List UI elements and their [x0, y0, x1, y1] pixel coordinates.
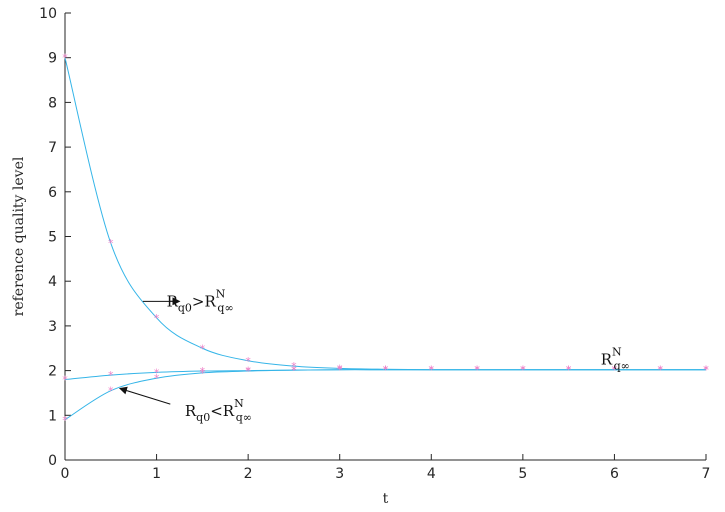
y-tick-label: 5	[48, 230, 57, 246]
data-point-marker: *	[200, 365, 206, 378]
x-tick-label: 4	[427, 466, 436, 482]
annotation-symbol: R	[167, 292, 179, 310]
data-point-marker: *	[200, 367, 206, 380]
y-axis-label: reference quality level	[11, 156, 27, 316]
annotation-subscript: q∞	[614, 359, 630, 372]
data-point-marker: *	[291, 364, 297, 377]
data-point-marker: *	[108, 369, 114, 382]
x-tick-label: 6	[610, 466, 619, 482]
y-tick-label: 3	[48, 319, 57, 335]
annotation-symbol: R	[204, 292, 216, 310]
annotation-3: RN q∞	[601, 345, 630, 372]
data-point-marker: *	[520, 364, 526, 377]
series-line	[64, 57, 706, 371]
y-tick-label: 8	[48, 95, 57, 111]
x-tick-label: 1	[152, 466, 161, 482]
data-point-marker: *	[245, 355, 251, 368]
series-layer: ***** * * * * * * * * * ** * * * * * * * * * * * * * **** * * * * * * *…	[62, 52, 709, 427]
data-point-marker: *	[62, 374, 68, 387]
annotation-symbol: R	[185, 402, 197, 420]
annotation-text: RN q∞	[601, 345, 630, 372]
series-line	[64, 369, 706, 421]
y-tick-label: 10	[39, 6, 57, 22]
y-tick-label: 2	[48, 364, 57, 380]
data-point-marker: *	[291, 360, 297, 373]
data-point-marker: *	[108, 237, 114, 250]
data-point-marker: *	[703, 364, 709, 377]
annotation-2: Rq0<RN q∞	[118, 386, 252, 424]
annotation-1: Rq0>RN q∞	[142, 287, 234, 314]
series-1: ***** * * * * * * * * * *	[62, 52, 709, 377]
data-point-marker: *	[429, 364, 435, 377]
y-tick-label: 7	[48, 140, 57, 156]
annotation-symbol: R	[223, 402, 235, 420]
annotation-relation: >	[192, 292, 205, 310]
y-tick-label: 1	[48, 408, 57, 424]
x-axis-label: t	[383, 491, 389, 507]
data-point-marker: *	[62, 414, 68, 427]
annotation-subscript: q∞	[236, 411, 252, 424]
annotation-arrow	[118, 386, 171, 405]
data-point-marker: *	[291, 364, 297, 377]
annotation-subscript: q0	[196, 411, 210, 424]
annotation-relation: <	[210, 402, 223, 420]
annotation-text: Rq0<RN q∞	[185, 397, 252, 424]
data-point-marker: *	[566, 364, 572, 377]
annotation-text: Rq0>RN q∞	[167, 287, 234, 314]
annotation-superscript: N	[216, 287, 226, 300]
annotations: Rq0>RN q∞Rq0<RN q∞RN q∞	[118, 287, 630, 424]
series-3: *** * * * * * * * * * * * *	[62, 364, 709, 427]
data-point-marker: *	[245, 365, 251, 378]
data-point-marker: *	[612, 364, 618, 377]
data-point-marker: *	[200, 342, 206, 355]
data-point-marker: *	[337, 364, 343, 377]
data-point-marker: *	[337, 364, 343, 377]
data-point-marker: *	[474, 364, 480, 377]
data-point-marker: *	[657, 364, 663, 377]
data-point-marker: *	[154, 366, 160, 379]
x-tick-label: 3	[335, 466, 344, 482]
data-point-marker: *	[383, 364, 389, 377]
y-tick-label: 0	[48, 453, 57, 469]
x-tick-label: 2	[244, 466, 253, 482]
annotation-superscript: N	[612, 345, 622, 358]
annotation-subscript: q0	[178, 301, 192, 314]
data-point-marker: *	[337, 362, 343, 375]
annotation-symbol: R	[601, 350, 613, 368]
y-tick-label: 9	[48, 51, 57, 67]
x-tick-label: 0	[61, 466, 70, 482]
data-point-marker: *	[62, 52, 68, 65]
data-point-marker: *	[154, 312, 160, 325]
data-point-marker: *	[108, 385, 114, 398]
data-point-marker: *	[703, 364, 709, 377]
x-tick-label: 5	[518, 466, 527, 482]
annotation-subscript: q∞	[217, 301, 233, 314]
data-point-marker: *	[154, 372, 160, 385]
data-point-marker: *	[703, 364, 709, 377]
x-tick-label: 7	[702, 466, 711, 482]
y-tick-label: 6	[48, 185, 57, 201]
axes: 0 1 2 3 4 5 6 7 0 1 2 3 4 5 6 7 8 9 10	[39, 6, 710, 482]
y-tick-label: 4	[48, 274, 57, 290]
annotation-superscript: N	[234, 397, 244, 410]
